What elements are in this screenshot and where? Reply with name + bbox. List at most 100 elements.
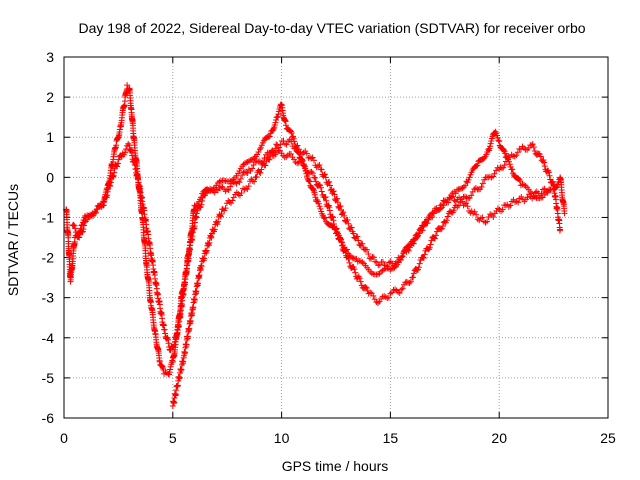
data-point: [349, 254, 356, 261]
data-point: [312, 174, 319, 181]
chart-title: Day 198 of 2022, Sidereal Day-to-day VTE…: [78, 20, 585, 36]
data-point: [257, 169, 264, 176]
data-point: [515, 199, 522, 206]
data-point: [110, 172, 117, 179]
data-point: [379, 258, 386, 265]
data-point: [337, 236, 344, 243]
y-tick-label: -6: [42, 410, 55, 426]
data-point: [326, 207, 333, 214]
data-point: [218, 210, 225, 217]
data-point: [245, 183, 252, 190]
data-point: [439, 201, 446, 208]
data-point: [357, 278, 364, 285]
data-point: [101, 198, 108, 205]
data-point: [330, 221, 337, 228]
data-point: [202, 248, 209, 255]
y-tick-label: 0: [46, 169, 54, 185]
data-point: [431, 235, 438, 242]
data-point: [341, 212, 348, 219]
data-point: [538, 190, 545, 197]
data-point: [478, 184, 485, 191]
data-point: [516, 176, 523, 183]
data-point: [310, 186, 317, 193]
data-point: [342, 249, 349, 256]
data-point: [255, 149, 262, 156]
data-point: [354, 233, 361, 240]
data-point: [124, 82, 131, 89]
data-point: [222, 205, 229, 212]
data-point: [524, 194, 531, 201]
data-point: [159, 363, 166, 370]
data-point: [387, 266, 394, 273]
data-point: [421, 251, 428, 258]
data-point: [156, 358, 163, 365]
data-point: [312, 178, 319, 185]
data-point: [409, 274, 416, 281]
data-point: [198, 201, 205, 208]
data-point: [228, 200, 235, 207]
data-point: [275, 111, 282, 118]
data-point: [211, 189, 218, 196]
data-point: [165, 340, 172, 347]
data-point: [251, 178, 258, 185]
y-tick-label: -4: [42, 330, 55, 346]
data-point: [405, 247, 412, 254]
data-point: [549, 178, 556, 185]
data-point: [356, 275, 363, 282]
data-point: [530, 193, 537, 200]
data-point: [514, 149, 521, 156]
data-point: [487, 143, 494, 150]
data-point: [426, 244, 433, 251]
data-point: [273, 117, 280, 124]
data-point: [114, 163, 121, 170]
data-point: [283, 141, 290, 148]
data-point: [443, 217, 450, 224]
data-point: [337, 235, 344, 242]
data-point: [70, 221, 77, 228]
data-point: [496, 138, 503, 145]
data-point: [238, 190, 245, 197]
data-point: [317, 184, 324, 191]
data-point: [330, 217, 337, 224]
data-point: [161, 326, 168, 333]
data-point: [465, 176, 472, 183]
data-point: [326, 182, 333, 189]
data-point: [309, 154, 316, 161]
data-point: [427, 241, 434, 248]
data-point: [198, 263, 205, 270]
x-tick-label: 10: [274, 430, 290, 446]
data-point: [561, 210, 568, 217]
data-point: [369, 253, 376, 260]
data-point: [541, 163, 548, 170]
data-point: [424, 220, 431, 227]
data-point: [333, 225, 340, 232]
data-point: [194, 207, 201, 214]
x-tick-label: 15: [383, 430, 399, 446]
plot-frame: [63, 56, 609, 419]
data-point: [433, 228, 440, 235]
data-point: [362, 283, 369, 290]
data-point: [396, 256, 403, 263]
data-point: [239, 172, 246, 179]
grid: [64, 57, 608, 418]
data-point: [298, 158, 305, 165]
data-point: [334, 228, 341, 235]
data-point: [92, 209, 99, 216]
data-point: [106, 182, 113, 189]
data-point: [91, 210, 98, 217]
data-point: [487, 140, 494, 147]
data-point: [499, 206, 506, 213]
data-point: [506, 161, 513, 168]
data-point: [366, 255, 373, 262]
data-point: [288, 138, 295, 145]
data-point: [322, 214, 329, 221]
data-point: [200, 255, 207, 262]
x-tick-label: 25: [600, 430, 616, 446]
data-point: [111, 169, 118, 176]
data-point: [321, 171, 328, 178]
data-point: [115, 156, 122, 163]
data-point: [500, 147, 507, 154]
data-point: [256, 146, 263, 153]
data-point: [460, 184, 467, 191]
y-tick-label: -1: [42, 209, 55, 225]
